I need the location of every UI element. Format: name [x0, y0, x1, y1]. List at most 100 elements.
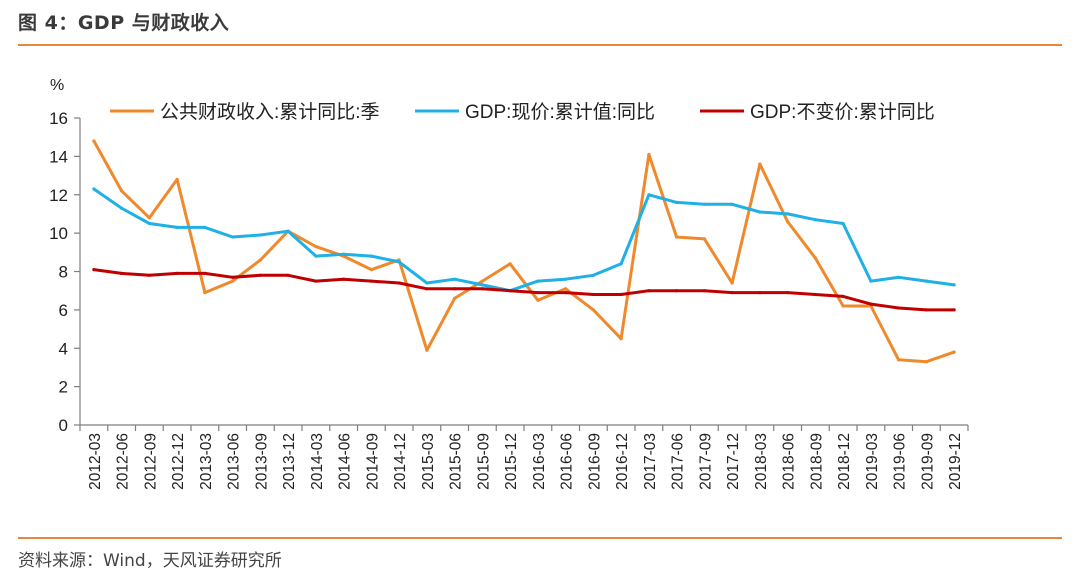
- data-point: [203, 225, 207, 229]
- legend-label: GDP:不变价:累计同比: [750, 101, 935, 123]
- data-point: [147, 221, 151, 226]
- data-point: [314, 245, 318, 249]
- y-axis-unit-label: %: [50, 77, 64, 94]
- y-tick-label: 6: [59, 301, 68, 320]
- data-point: [730, 291, 734, 295]
- data-point: [813, 256, 818, 260]
- data-point: [702, 289, 707, 293]
- data-point: [897, 275, 901, 279]
- y-tick-label: 16: [49, 109, 68, 128]
- data-point: [536, 279, 540, 283]
- data-point: [897, 358, 901, 362]
- data-point: [564, 277, 568, 281]
- data-point: [564, 291, 568, 295]
- data-point: [702, 202, 707, 206]
- data-point: [591, 308, 596, 312]
- data-point: [231, 279, 235, 283]
- data-point: [369, 254, 373, 258]
- x-tick-label: 2019-12: [947, 433, 964, 490]
- x-tick-label: 2016-06: [559, 433, 576, 490]
- data-point: [369, 268, 373, 272]
- series-line-2: [92, 187, 956, 293]
- data-point: [92, 268, 96, 272]
- data-point: [147, 273, 151, 277]
- y-tick-label: 2: [59, 378, 68, 397]
- data-point: [397, 281, 401, 285]
- x-tick-label: 2019-09: [919, 433, 936, 490]
- data-point: [314, 254, 318, 258]
- x-tick-label: 2018-09: [808, 433, 825, 490]
- x-tick-label: 2012-03: [87, 433, 104, 490]
- x-tick-label: 2014-09: [364, 433, 381, 490]
- data-point: [786, 212, 790, 216]
- title-divider: [18, 44, 1062, 46]
- data-point: [425, 348, 429, 352]
- data-point: [258, 233, 262, 237]
- data-point: [758, 162, 762, 166]
- data-point: [675, 235, 679, 239]
- x-tick-label: 2019-03: [864, 433, 881, 490]
- x-tick-label: 2014-12: [392, 433, 409, 490]
- legend-label: GDP:现价:累计值:同比: [465, 101, 655, 123]
- data-point: [203, 291, 207, 295]
- x-tick-label: 2018-12: [836, 433, 853, 490]
- data-point: [952, 350, 956, 354]
- data-point: [92, 139, 96, 143]
- data-point: [425, 281, 429, 285]
- x-tick-label: 2017-03: [642, 433, 659, 490]
- x-tick-label: 2016-09: [586, 433, 603, 490]
- data-point: [869, 279, 873, 283]
- data-point: [175, 271, 179, 275]
- axes: 0 2 4 6 8 10 12 14 16 2012-03 2012-06 2012-09 2012-1…: [49, 109, 969, 490]
- data-point: [480, 283, 484, 287]
- x-tick-label: 2016-03: [531, 433, 548, 490]
- data-point: [314, 279, 318, 283]
- data-point: [397, 260, 401, 264]
- data-point: [120, 189, 124, 193]
- data-point: [508, 262, 512, 266]
- data-point: [175, 225, 179, 229]
- data-point: [675, 200, 679, 204]
- data-point: [92, 187, 96, 191]
- data-point: [786, 220, 790, 224]
- data-point: [730, 281, 734, 285]
- data-point: [258, 258, 262, 262]
- data-point: [647, 289, 651, 293]
- data-point: [369, 279, 373, 283]
- legend-label: 公共财政收入:累计同比:季: [160, 101, 380, 123]
- y-tick-label: 4: [59, 339, 68, 358]
- data-point: [453, 287, 457, 291]
- x-tick-label: 2014-03: [309, 433, 326, 490]
- data-point: [286, 229, 290, 233]
- data-point: [342, 252, 346, 256]
- data-point: [120, 271, 124, 275]
- data-point: [480, 287, 484, 291]
- data-point: [675, 289, 679, 293]
- data-point: [591, 292, 596, 297]
- data-point: [147, 216, 151, 220]
- data-point: [758, 210, 762, 214]
- series-lines: [92, 139, 956, 364]
- x-tick-label: 2019-06: [892, 433, 909, 490]
- series-line-3: [92, 268, 956, 312]
- x-tick-label: 2015-03: [420, 433, 437, 490]
- y-tick-label: 0: [59, 416, 68, 435]
- data-point: [480, 279, 484, 283]
- x-tick-label: 2017-12: [725, 433, 742, 490]
- data-point: [758, 291, 762, 295]
- figure-title: 图 4：GDP 与财政收入: [18, 12, 230, 34]
- data-point: [647, 152, 651, 157]
- data-point: [120, 206, 124, 210]
- data-point: [508, 289, 512, 293]
- x-tick-label: 2012-09: [142, 433, 159, 490]
- data-point: [286, 273, 290, 277]
- data-point: [924, 360, 929, 364]
- data-point: [619, 337, 623, 341]
- data-point: [730, 202, 734, 206]
- data-point: [841, 304, 845, 308]
- x-tick-label: 2018-03: [753, 433, 770, 490]
- x-tick-label: 2013-12: [281, 433, 298, 490]
- chart-legend: 公共财政收入:累计同比:季 GDP:现价:累计值:同比 GDP:不变价:累计同比: [110, 101, 935, 123]
- x-tick-label: 2015-09: [475, 433, 492, 490]
